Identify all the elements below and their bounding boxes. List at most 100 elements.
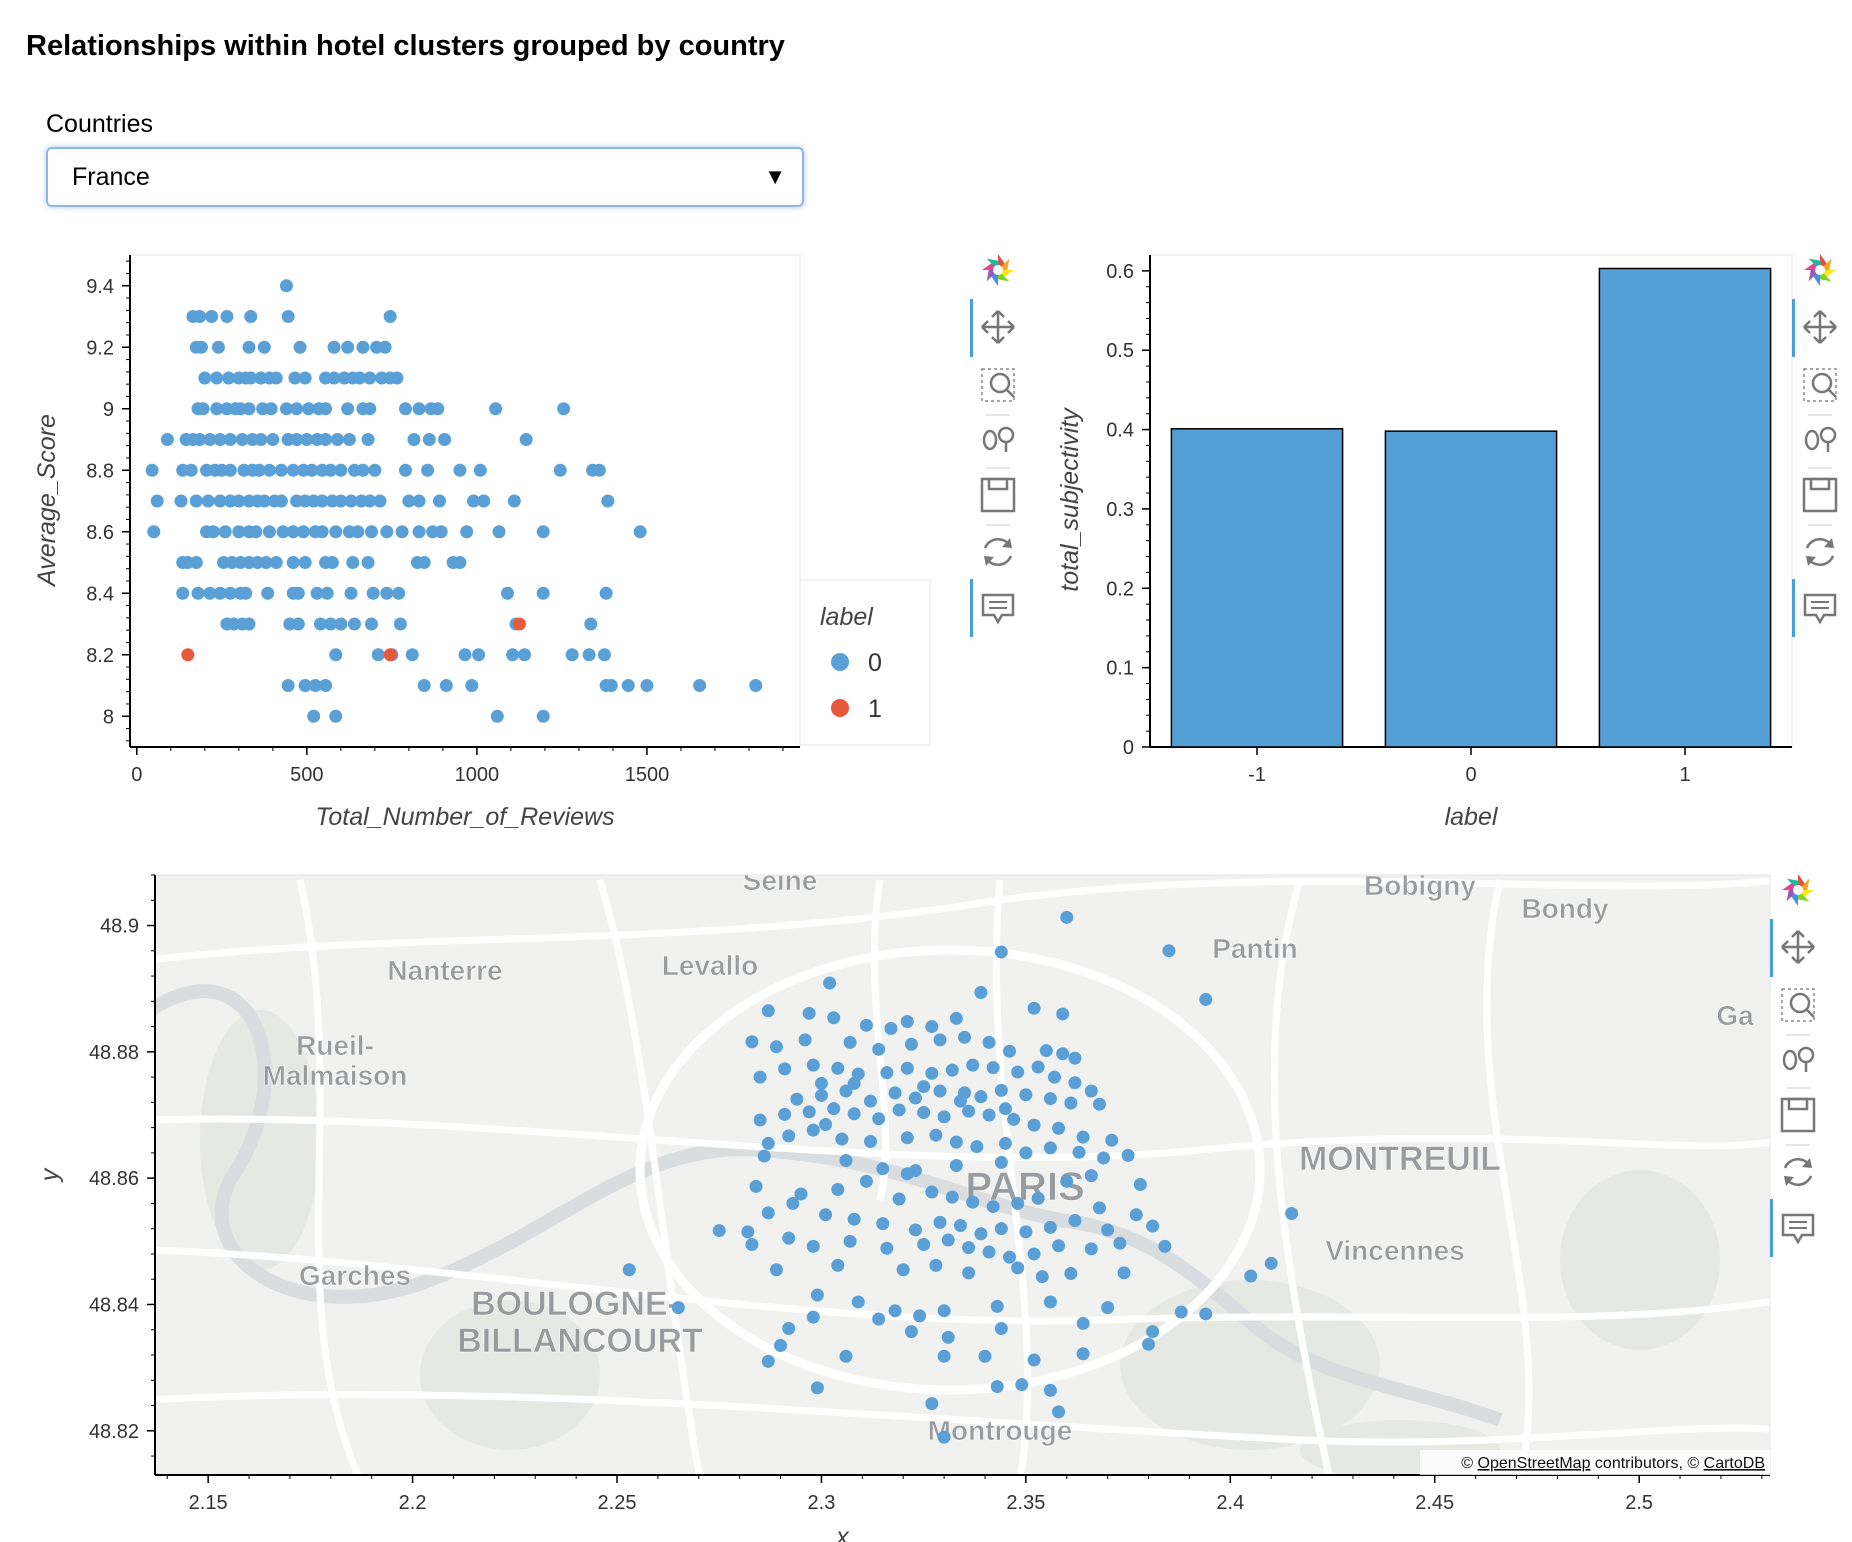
scatter-point[interactable] — [518, 648, 532, 662]
scatter-point[interactable] — [477, 494, 491, 508]
hotel-point[interactable] — [757, 1149, 771, 1163]
scatter-point[interactable] — [351, 525, 365, 539]
scatter-point[interactable] — [536, 709, 550, 723]
hotel-point[interactable] — [835, 1132, 849, 1146]
scatter-point[interactable] — [189, 494, 203, 508]
hotel-point[interactable] — [974, 1227, 988, 1241]
hotel-point[interactable] — [1019, 1225, 1033, 1239]
scatter-point[interactable] — [334, 494, 348, 508]
scatter-point[interactable] — [327, 371, 341, 385]
scatter-point[interactable] — [512, 617, 526, 631]
hover-icon[interactable] — [981, 593, 1015, 625]
scatter-point[interactable] — [319, 402, 333, 416]
scatter-point[interactable] — [262, 525, 276, 539]
hover-icon[interactable] — [1781, 1213, 1815, 1245]
hotel-point[interactable] — [1060, 910, 1074, 924]
scatter-point[interactable] — [223, 586, 237, 600]
scatter-point[interactable] — [434, 525, 448, 539]
hotel-point[interactable] — [917, 1237, 931, 1251]
hotel-point[interactable] — [978, 1349, 992, 1363]
hotel-point[interactable] — [794, 1187, 808, 1201]
hotel-point[interactable] — [1052, 1239, 1066, 1253]
scatter-point[interactable] — [266, 433, 280, 446]
scatter-point[interactable] — [281, 679, 295, 692]
hotel-point[interactable] — [937, 1349, 951, 1363]
hotel-point[interactable] — [917, 1080, 931, 1094]
scatter-point[interactable] — [592, 463, 606, 477]
hotel-point[interactable] — [1011, 1196, 1025, 1210]
hotel-point[interactable] — [859, 1174, 873, 1188]
scatter-point[interactable] — [356, 463, 370, 477]
hotel-point[interactable] — [814, 1088, 828, 1102]
scatter-point[interactable] — [290, 433, 304, 446]
scatter-point[interactable] — [412, 402, 426, 416]
scatter-point[interactable] — [302, 402, 316, 416]
hotel-point[interactable] — [831, 1183, 845, 1197]
hotel-point[interactable] — [990, 1299, 1004, 1313]
hotel-point[interactable] — [986, 1061, 1000, 1075]
hotel-point[interactable] — [749, 1179, 763, 1193]
scatter-point[interactable] — [259, 556, 273, 569]
hotel-point[interactable] — [966, 1058, 980, 1072]
scatter-point[interactable] — [239, 586, 253, 600]
hotel-point[interactable] — [806, 1123, 820, 1137]
scatter-point[interactable] — [325, 556, 339, 569]
hotel-point[interactable] — [933, 1215, 947, 1229]
hotel-point[interactable] — [986, 1200, 1000, 1214]
scatter-point[interactable] — [361, 556, 375, 569]
hotel-point[interactable] — [1076, 1347, 1090, 1361]
hotel-point[interactable] — [1101, 1301, 1115, 1315]
hotel-point[interactable] — [900, 1167, 914, 1181]
hotel-point[interactable] — [1056, 1047, 1070, 1061]
hotel-point[interactable] — [802, 1006, 816, 1020]
hotel-point[interactable] — [949, 1159, 963, 1173]
hotel-point[interactable] — [900, 1131, 914, 1145]
scatter-point[interactable] — [383, 648, 397, 662]
scatter-point[interactable] — [315, 525, 329, 539]
scatter-point[interactable] — [184, 463, 198, 477]
hotel-point[interactable] — [753, 1113, 767, 1127]
hotel-point[interactable] — [859, 1018, 873, 1032]
hotel-point[interactable] — [1064, 1096, 1078, 1110]
scatter-point[interactable] — [300, 433, 314, 446]
bar-0[interactable] — [1384, 430, 1558, 748]
scatter-point[interactable] — [347, 617, 361, 631]
hotel-point[interactable] — [958, 1086, 972, 1100]
hotel-point[interactable] — [831, 1061, 845, 1075]
scatter-point[interactable] — [298, 556, 312, 569]
hotel-point[interactable] — [949, 1135, 963, 1149]
scatter-point[interactable] — [288, 371, 302, 385]
wheel-zoom-icon[interactable] — [1782, 1046, 1815, 1072]
hotel-point[interactable] — [937, 1430, 951, 1444]
scatter-point[interactable] — [380, 525, 394, 539]
scatter-point[interactable] — [298, 371, 312, 385]
hotel-point[interactable] — [925, 1020, 939, 1034]
scatter-point[interactable] — [344, 494, 358, 508]
scatter-point[interactable] — [242, 340, 256, 354]
scatter-point[interactable] — [407, 433, 421, 446]
hotel-point[interactable] — [782, 1321, 796, 1335]
hotel-point[interactable] — [843, 1234, 857, 1248]
hotel-point[interactable] — [806, 1058, 820, 1072]
wheel-zoom-icon[interactable] — [982, 426, 1015, 452]
scatter-point[interactable] — [693, 679, 707, 692]
hotel-point[interactable] — [937, 1110, 951, 1124]
scatter-point[interactable] — [189, 556, 203, 569]
scatter-point[interactable] — [453, 463, 467, 477]
scatter-point[interactable] — [218, 525, 232, 539]
hotel-point[interactable] — [1031, 1191, 1045, 1205]
bar-1[interactable] — [1598, 267, 1772, 748]
hotel-point[interactable] — [884, 1021, 898, 1035]
hotel-point[interactable] — [913, 1309, 927, 1323]
scatter-point[interactable] — [553, 463, 567, 477]
scatter-point[interactable] — [193, 433, 207, 446]
scatter-point[interactable] — [412, 525, 426, 539]
hotel-point[interactable] — [745, 1237, 759, 1251]
box-zoom-icon[interactable] — [1781, 988, 1815, 1022]
scatter-point[interactable] — [597, 648, 611, 662]
hotel-point[interactable] — [953, 1219, 967, 1233]
hotel-point[interactable] — [806, 1239, 820, 1253]
scatter-point[interactable] — [145, 463, 159, 477]
hotel-point[interactable] — [900, 1015, 914, 1029]
hotel-point[interactable] — [839, 1349, 853, 1363]
